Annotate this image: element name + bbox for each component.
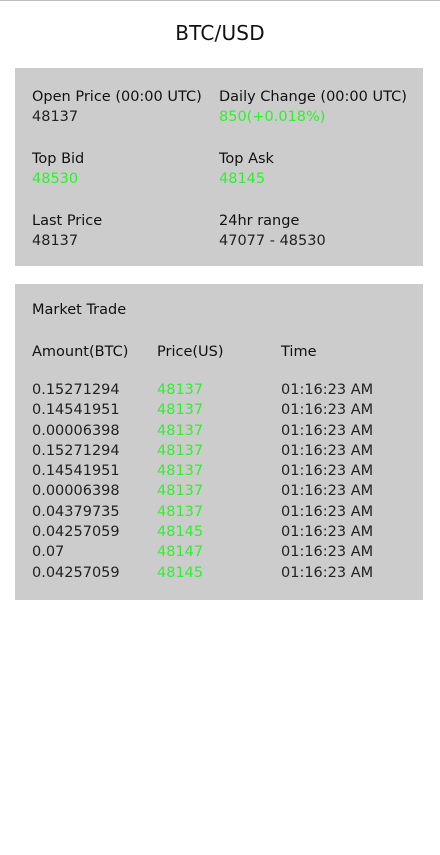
trade-price: 48137 bbox=[157, 503, 204, 520]
trade-time: 01:16:23 AM bbox=[281, 402, 374, 419]
trade-time: 01:16:23 AM bbox=[281, 564, 374, 581]
trade-row: 0.00006398 48137 01:16:23 AM bbox=[15, 421, 423, 441]
open-price-stat: Open Price (00:00 UTC) 48137 bbox=[32, 87, 202, 127]
daily-change-value: 850(+0.018%) bbox=[219, 109, 326, 125]
trade-price: 48137 bbox=[157, 483, 204, 500]
last-price-stat: Last Price 48137 bbox=[32, 211, 102, 251]
last-price-label: Last Price bbox=[32, 213, 103, 229]
top-bid-stat: Top Bid 48530 bbox=[32, 149, 84, 189]
top-ask-value: 48145 bbox=[219, 171, 266, 187]
trade-amount: 0.14541951 bbox=[32, 463, 120, 480]
trade-row: 0.07 48147 01:16:23 AM bbox=[15, 542, 423, 562]
trade-time: 01:16:23 AM bbox=[281, 483, 374, 500]
trade-row: 0.14541951 48137 01:16:23 AM bbox=[15, 461, 423, 481]
trade-time: 01:16:23 AM bbox=[281, 422, 374, 439]
trade-price: 48137 bbox=[157, 382, 204, 398]
trade-price: 48145 bbox=[157, 564, 204, 581]
24hr-range-label: 24hr range bbox=[219, 213, 300, 229]
top-bid-value: 48530 bbox=[32, 171, 79, 187]
trade-row: 0.00006398 48137 01:16:23 AM bbox=[15, 481, 423, 501]
trade-amount: 0.04379735 bbox=[32, 503, 120, 520]
trade-amount: 0.15271294 bbox=[32, 382, 120, 398]
top-bid-label: Top Bid bbox=[32, 151, 85, 167]
trade-time: 01:16:23 AM bbox=[281, 503, 374, 520]
trade-row: 0.04379735 48137 01:16:23 AM bbox=[15, 502, 423, 522]
top-divider bbox=[0, 0, 440, 1]
trade-time: 01:16:23 AM bbox=[281, 463, 374, 480]
top-ask-label: Top Ask bbox=[219, 151, 274, 167]
trade-price: 48137 bbox=[157, 402, 204, 419]
column-header-time: Time bbox=[281, 344, 317, 360]
daily-change-label: Daily Change (00:00 UTC) bbox=[219, 89, 407, 105]
trade-row: 0.15271294 48137 01:16:23 AM bbox=[15, 441, 423, 461]
trade-row: 0.14541951 48137 01:16:23 AM bbox=[15, 400, 423, 420]
trade-row: 0.04257059 48145 01:16:23 AM bbox=[15, 522, 423, 542]
column-header-amount: Amount(BTC) bbox=[32, 344, 129, 360]
trade-price: 48147 bbox=[157, 544, 204, 561]
trade-price: 48137 bbox=[157, 422, 204, 439]
market-trade-card: Market Trade Amount(BTC) Price(US) Time … bbox=[15, 284, 423, 600]
last-price-value: 48137 bbox=[32, 233, 79, 249]
trade-row: 0.15271294 48137 01:16:23 AM bbox=[15, 380, 423, 400]
trade-list: 0.15271294 48137 01:16:23 AM 0.14541951 … bbox=[15, 380, 423, 583]
24hr-range-value: 47077 - 48530 bbox=[219, 233, 326, 249]
trade-amount: 0.14541951 bbox=[32, 402, 120, 419]
price-summary-card: Open Price (00:00 UTC) 48137 Daily Chang… bbox=[15, 68, 423, 266]
open-price-label: Open Price (00:00 UTC) bbox=[32, 89, 202, 105]
trade-time: 01:16:23 AM bbox=[281, 524, 374, 541]
column-header-price: Price(US) bbox=[157, 344, 224, 360]
24hr-range-stat: 24hr range 47077 - 48530 bbox=[219, 211, 326, 251]
page-title: BTC/USD bbox=[175, 21, 265, 45]
open-price-value: 48137 bbox=[32, 109, 79, 125]
trade-time: 01:16:23 AM bbox=[281, 382, 374, 398]
trade-price: 48145 bbox=[157, 524, 204, 541]
trade-amount: 0.00006398 bbox=[32, 483, 120, 500]
top-ask-stat: Top Ask 48145 bbox=[219, 149, 274, 189]
trade-price: 48137 bbox=[157, 463, 204, 480]
trade-time: 01:16:23 AM bbox=[281, 442, 374, 459]
trade-amount: 0.00006398 bbox=[32, 422, 120, 439]
trade-row: 0.04257059 48145 01:16:23 AM bbox=[15, 563, 423, 583]
market-trade-title: Market Trade bbox=[32, 302, 127, 318]
trade-amount: 0.04257059 bbox=[32, 524, 120, 541]
trade-price: 48137 bbox=[157, 442, 204, 459]
trade-amount: 0.04257059 bbox=[32, 564, 120, 581]
trade-time: 01:16:23 AM bbox=[281, 544, 374, 561]
daily-change-stat: Daily Change (00:00 UTC) 850(+0.018%) bbox=[219, 87, 407, 127]
trade-amount: 0.07 bbox=[32, 544, 65, 561]
trade-amount: 0.15271294 bbox=[32, 442, 120, 459]
